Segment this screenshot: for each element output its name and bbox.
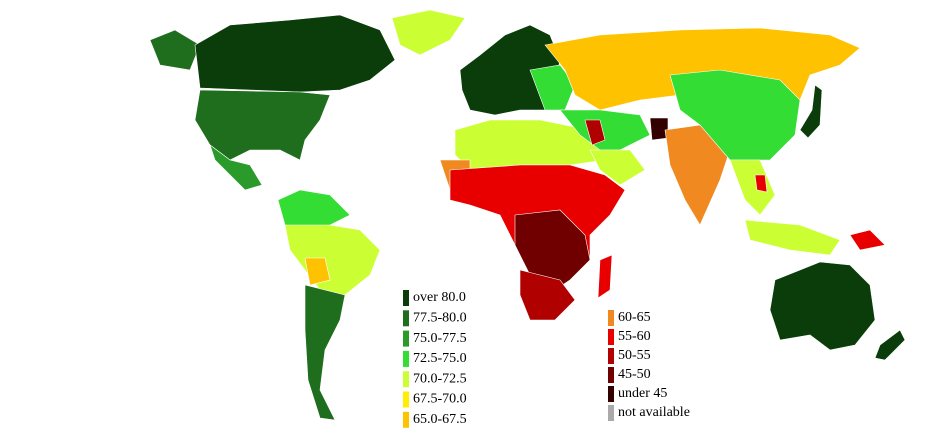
legend-swatch xyxy=(608,367,614,383)
iraq xyxy=(584,119,606,146)
legend-swatch xyxy=(403,371,409,388)
alaska xyxy=(149,29,201,71)
legend-label: not available xyxy=(618,405,690,420)
cambodia xyxy=(754,174,768,193)
se-asia xyxy=(729,159,776,216)
china xyxy=(669,69,801,161)
new-zealand xyxy=(874,329,906,361)
bolivia xyxy=(304,257,331,286)
legend-label: 70.0-72.5 xyxy=(413,371,467,386)
greenland xyxy=(391,9,466,56)
mexico xyxy=(209,144,263,191)
japan xyxy=(799,84,823,139)
australia xyxy=(769,261,876,351)
legend-label: 65.0-67.5 xyxy=(413,412,467,427)
legend-label: 67.5-70.0 xyxy=(413,392,467,407)
indonesia xyxy=(744,219,841,256)
usa xyxy=(194,89,331,161)
afghanistan xyxy=(649,117,669,141)
legend-label: 72.5-75.0 xyxy=(413,351,467,366)
legend-swatch xyxy=(608,405,614,421)
east-europe xyxy=(529,64,576,111)
legend-label: under 45 xyxy=(618,386,667,401)
legend-label: 55-60 xyxy=(618,329,651,344)
legend-swatch xyxy=(403,290,409,306)
legend-label: 77.5-80.0 xyxy=(413,311,467,326)
countries xyxy=(149,9,906,421)
legend: over 80.0 77.5-80.0 75.0-77.5 72.5-75.0 70.0… xyxy=(403,290,690,428)
legend-swatch xyxy=(403,330,409,347)
png xyxy=(849,229,886,251)
s-cone xyxy=(304,284,346,421)
legend-swatch xyxy=(403,350,409,367)
legend-swatch xyxy=(608,310,614,326)
legend-swatch xyxy=(403,310,409,327)
southern-central-africa xyxy=(514,209,591,291)
canada xyxy=(194,14,396,93)
s-america-north xyxy=(277,189,351,231)
madagascar xyxy=(597,254,613,299)
legend-label: 60-65 xyxy=(618,310,651,325)
legend-label: 45-50 xyxy=(618,367,651,382)
legend-label: 75.0-77.5 xyxy=(413,331,467,346)
legend-swatch xyxy=(608,348,614,364)
legend-swatch xyxy=(403,411,409,428)
legend-swatch xyxy=(608,386,614,402)
brazil xyxy=(284,224,381,296)
legend-swatch xyxy=(403,391,409,408)
middle-east xyxy=(559,109,651,151)
legend-label: 50-55 xyxy=(618,348,651,363)
legend-swatch xyxy=(608,329,614,345)
arabia xyxy=(589,149,646,186)
south-africa xyxy=(519,269,576,321)
legend-label: over 80.0 xyxy=(413,290,466,305)
